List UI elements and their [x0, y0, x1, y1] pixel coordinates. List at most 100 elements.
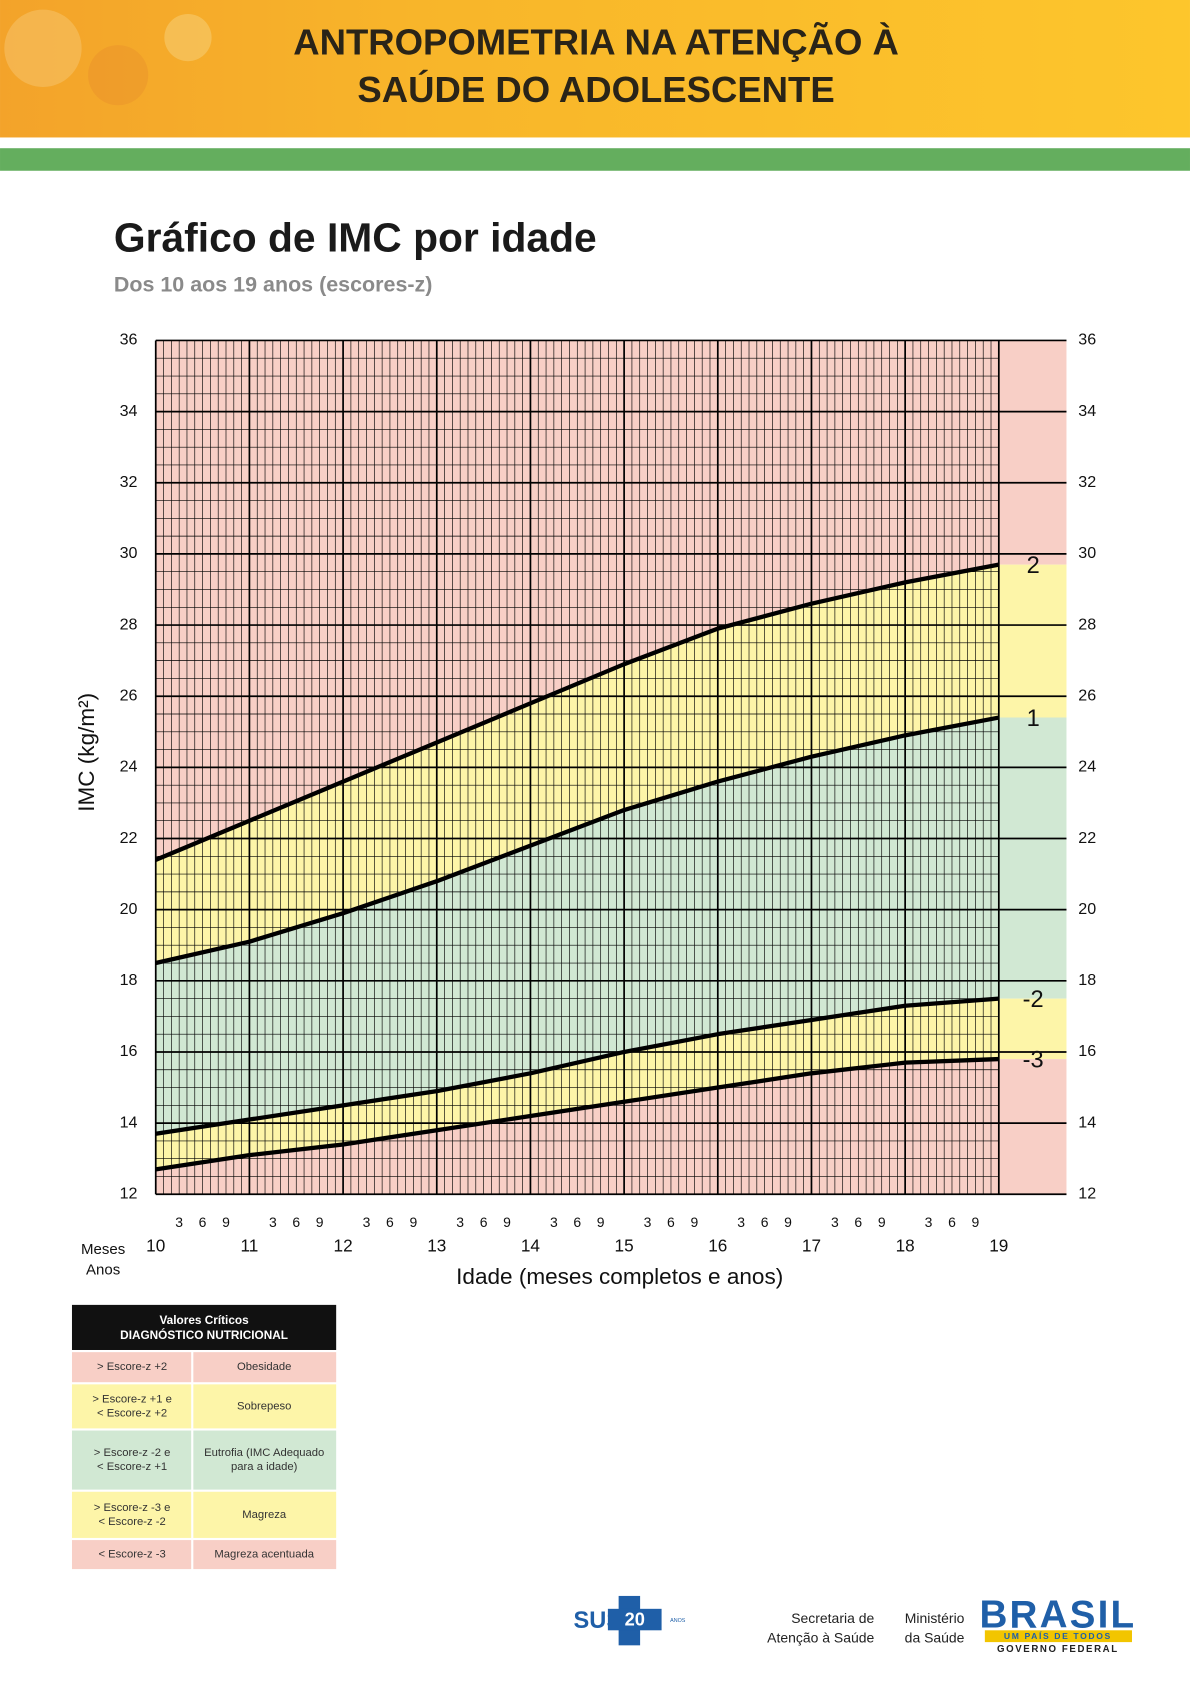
y-tick-label-right: 18 [1078, 971, 1096, 989]
x-tick-label: 18 [896, 1235, 915, 1255]
brasil-logo: BRASIL [979, 1594, 1136, 1637]
x-tick-label: 16 [708, 1235, 727, 1255]
table-text: > Escore-z -2 e [94, 1447, 171, 1459]
series-label: 1 [1027, 706, 1040, 732]
table-cell [193, 1491, 337, 1538]
brasil-slogan-bg [984, 1630, 1132, 1643]
y-tick-label: 32 [120, 473, 138, 491]
table-header: Valores Críticos [159, 1313, 249, 1327]
month-tick-label: 9 [972, 1214, 980, 1230]
secretaria: Secretaria de [791, 1610, 874, 1626]
y-tick-label: 12 [120, 1185, 138, 1203]
y-tick-label-right: 36 [1078, 331, 1096, 349]
y-tick-label-right: 28 [1078, 615, 1096, 633]
month-tick-label: 3 [363, 1214, 371, 1230]
chart-subtitle: Dos 10 aos 19 anos (escores-z) [114, 272, 433, 296]
header-decoration [164, 13, 212, 62]
y-tick-label-right: 14 [1078, 1113, 1096, 1131]
y-tick-label-right: 12 [1078, 1185, 1096, 1203]
zone-band [155, 717, 1067, 1134]
month-tick-label: 6 [292, 1214, 300, 1230]
y-tick-label-right: 34 [1078, 402, 1096, 420]
z-score-curve [154, 562, 1000, 862]
y-tick-label: 36 [120, 331, 138, 349]
header-stripe [0, 148, 1190, 171]
zone-band [155, 564, 1067, 964]
table-text: para a idade) [231, 1461, 298, 1473]
y-tick-label-right: 22 [1078, 829, 1096, 847]
header-title: SAÚDE DO ADOLESCENTE [357, 68, 834, 110]
table-text: Magreza [242, 1509, 287, 1521]
month-tick-label: 6 [667, 1214, 675, 1230]
y-tick-label: 26 [120, 686, 138, 704]
secretaria: Atenção à Saúde [767, 1630, 874, 1646]
month-tick-label: 9 [409, 1214, 417, 1230]
month-tick-label: 9 [784, 1214, 792, 1230]
ministerio: da Saúde [905, 1630, 965, 1646]
table-text: < Escore-z +2 [97, 1407, 167, 1419]
table-cell [71, 1352, 192, 1383]
month-tick-label: 6 [386, 1214, 394, 1230]
x-tick-label: 10 [146, 1235, 165, 1255]
series-label: -2 [1023, 987, 1044, 1013]
table-text: > Escore-z -3 e [94, 1502, 171, 1514]
z-score-curve [155, 715, 1000, 966]
month-tick-label: 9 [690, 1214, 698, 1230]
z-score-curve [155, 996, 999, 1136]
series-label: -3 [1023, 1047, 1044, 1073]
table-text: Magreza acentuada [214, 1549, 314, 1561]
table-cell [71, 1491, 192, 1538]
zone-band [155, 998, 1067, 1170]
header-decoration [4, 9, 82, 87]
zone-band [155, 340, 1067, 860]
table-cell [193, 1384, 337, 1429]
table-cell [71, 1384, 192, 1429]
y-tick-label-right: 20 [1078, 900, 1096, 918]
table-cell [71, 1430, 192, 1490]
zone-band [155, 1059, 1067, 1195]
y-axis-label: IMC (kg/m²) [74, 693, 99, 812]
x-axis-label: Idade (meses completos e anos) [456, 1264, 783, 1289]
month-tick-label: 9 [316, 1214, 324, 1230]
x-tick-label: 11 [241, 1235, 259, 1255]
ministerio: Ministério [905, 1610, 965, 1626]
table-text: Sobrepeso [237, 1400, 292, 1412]
y-tick-label: 30 [120, 544, 138, 562]
month-tick-label: 9 [878, 1214, 886, 1230]
year-axis-label: Anos [86, 1261, 120, 1278]
brasil-slogan: UM PAÍS DE TODOS [1004, 1630, 1112, 1641]
chart-title: Gráfico de IMC por idade [114, 214, 597, 260]
table-cell [193, 1430, 337, 1490]
y-tick-label-right: 16 [1078, 1042, 1096, 1060]
y-tick-label: 28 [120, 615, 138, 633]
header: ANTROPOMETRIA NA ATENÇÃO À SAÚDE DO ADOL… [0, 0, 1190, 171]
table-text: < Escore-z -3 [98, 1549, 165, 1561]
month-axis-label: Meses [81, 1241, 125, 1258]
month-tick-label: 3 [550, 1214, 558, 1230]
x-tick-label: 15 [615, 1235, 634, 1255]
month-tick-label: 9 [597, 1214, 605, 1230]
y-tick-label-right: 32 [1078, 473, 1096, 491]
sus-number: 20 [625, 1608, 645, 1629]
month-tick-label: 6 [854, 1214, 862, 1230]
header-title: ANTROPOMETRIA NA ATENÇÃO À [293, 21, 899, 63]
table-header-bg [71, 1304, 337, 1350]
x-tick-label: 13 [427, 1235, 446, 1255]
y-tick-label: 34 [120, 402, 138, 420]
y-tick-label-right: 30 [1078, 544, 1096, 562]
table-text: > Escore-z +1 e [92, 1393, 172, 1405]
y-tick-label-right: 24 [1078, 758, 1096, 776]
y-tick-label: 20 [120, 900, 138, 918]
sus-cross [607, 1608, 662, 1631]
header-decoration [88, 45, 149, 106]
table-cell [71, 1540, 192, 1570]
y-tick-label: 18 [120, 971, 138, 989]
series-label: 2 [1027, 553, 1040, 579]
y-tick-label: 24 [120, 758, 138, 776]
month-tick-label: 3 [644, 1214, 652, 1230]
month-tick-label: 3 [456, 1214, 464, 1230]
x-tick-label: 17 [802, 1235, 821, 1255]
